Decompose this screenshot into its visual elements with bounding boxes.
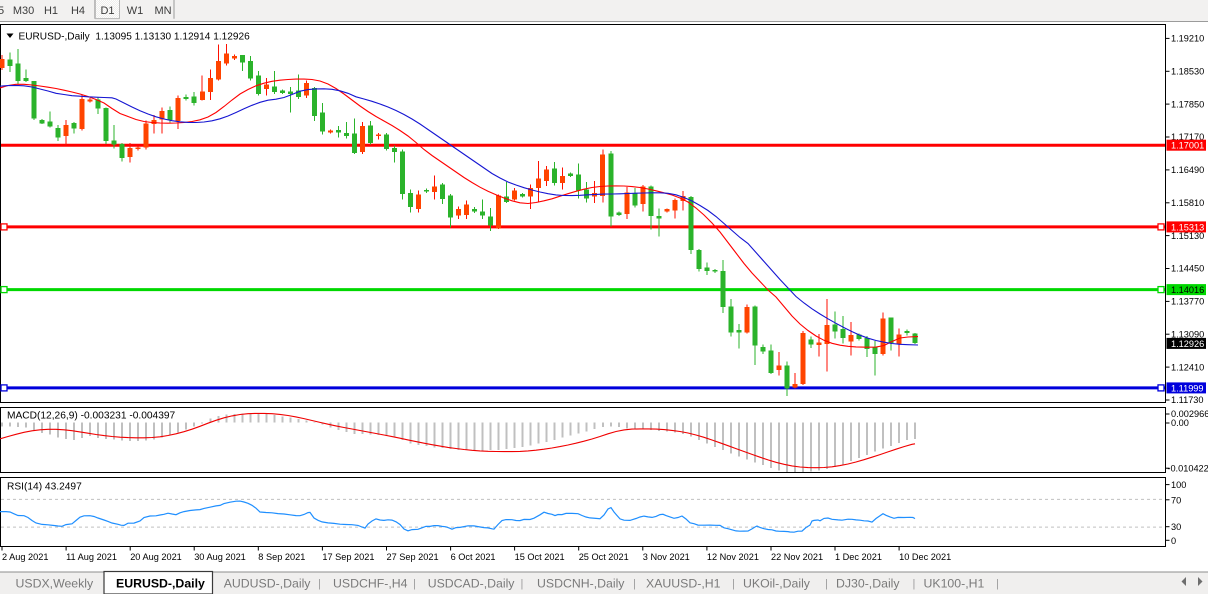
svg-text:30 Aug 2021: 30 Aug 2021 <box>194 552 246 562</box>
svg-text:1.14016: 1.14016 <box>1171 285 1204 295</box>
svg-text:-0.010422: -0.010422 <box>1167 463 1208 473</box>
svg-text:30: 30 <box>1171 522 1181 532</box>
svg-text:|: | <box>732 578 735 590</box>
svg-text:1.15313: 1.15313 <box>1171 222 1204 232</box>
svg-text:1.17850: 1.17850 <box>1171 99 1204 109</box>
svg-text:5: 5 <box>0 5 4 17</box>
svg-text:17 Sep 2021: 17 Sep 2021 <box>322 552 374 562</box>
svg-text:|: | <box>521 578 524 590</box>
svg-text:UK100-,H1: UK100-,H1 <box>924 577 985 591</box>
svg-text:AUDUSD-,Daily: AUDUSD-,Daily <box>224 577 312 591</box>
svg-text:H1: H1 <box>44 5 58 17</box>
svg-text:1.17001: 1.17001 <box>1171 141 1204 151</box>
svg-text:MACD(12,26,9) -0.003231 -0.004: MACD(12,26,9) -0.003231 -0.004397 <box>7 410 176 421</box>
svg-text:UKOil-,Daily: UKOil-,Daily <box>743 577 811 591</box>
svg-text:2 Aug 2021: 2 Aug 2021 <box>2 552 49 562</box>
svg-text:EURUSD-,Daily 1.13095 1.13130: EURUSD-,Daily 1.13095 1.13130 1.12914 1.… <box>19 32 251 43</box>
svg-text:DJ30-,Daily: DJ30-,Daily <box>836 577 900 591</box>
svg-text:100: 100 <box>1171 480 1186 490</box>
svg-text:USDCAD-,Daily: USDCAD-,Daily <box>428 577 516 591</box>
svg-text:|: | <box>318 578 321 590</box>
svg-text:|: | <box>633 578 636 590</box>
svg-text:27 Sep 2021: 27 Sep 2021 <box>387 552 439 562</box>
svg-text:1.13770: 1.13770 <box>1171 297 1204 307</box>
svg-text:1.13090: 1.13090 <box>1171 329 1204 339</box>
svg-text:20 Aug 2021: 20 Aug 2021 <box>130 552 182 562</box>
svg-text:8 Sep 2021: 8 Sep 2021 <box>258 552 305 562</box>
svg-text:1.16490: 1.16490 <box>1171 165 1204 175</box>
svg-text:70: 70 <box>1171 495 1181 505</box>
svg-text:11 Aug 2021: 11 Aug 2021 <box>66 552 117 562</box>
svg-text:0: 0 <box>1171 536 1176 546</box>
svg-text:D1: D1 <box>100 5 114 17</box>
svg-text:USDCHF-,H4: USDCHF-,H4 <box>333 577 408 591</box>
svg-text:|: | <box>825 578 828 590</box>
svg-text:0.002966: 0.002966 <box>1171 409 1208 419</box>
svg-text:XAUUSD-,H1: XAUUSD-,H1 <box>646 577 721 591</box>
svg-text:|: | <box>913 578 916 590</box>
svg-text:15 Oct 2021: 15 Oct 2021 <box>515 552 565 562</box>
svg-text:6 Oct 2021: 6 Oct 2021 <box>451 552 496 562</box>
svg-text:H4: H4 <box>71 5 85 17</box>
svg-text:1.15810: 1.15810 <box>1171 198 1204 208</box>
svg-text:MN: MN <box>154 5 171 17</box>
svg-text:0.00: 0.00 <box>1171 418 1189 428</box>
svg-text:1.12410: 1.12410 <box>1171 362 1204 372</box>
svg-text:1.17170: 1.17170 <box>1171 132 1204 142</box>
svg-text:1.11999: 1.11999 <box>1171 383 1204 393</box>
svg-text:1.15130: 1.15130 <box>1171 231 1204 241</box>
svg-text:1.14450: 1.14450 <box>1171 264 1204 274</box>
svg-text:RSI(14) 43.2497: RSI(14) 43.2497 <box>7 481 82 492</box>
svg-text:|: | <box>413 578 416 590</box>
svg-text:|: | <box>996 578 999 590</box>
svg-text:1.11730: 1.11730 <box>1171 395 1204 405</box>
svg-text:USDCNH-,Daily: USDCNH-,Daily <box>537 577 625 591</box>
svg-text:1.18530: 1.18530 <box>1171 67 1204 77</box>
svg-text:USDX,Weekly: USDX,Weekly <box>16 577 95 591</box>
svg-text:1.19210: 1.19210 <box>1171 34 1204 44</box>
svg-text:25 Oct 2021: 25 Oct 2021 <box>579 552 629 562</box>
svg-text:EURUSD-,Daily: EURUSD-,Daily <box>116 577 205 591</box>
svg-text:M30: M30 <box>13 5 34 17</box>
svg-text:10 Dec 2021: 10 Dec 2021 <box>899 552 951 562</box>
svg-text:1 Dec 2021: 1 Dec 2021 <box>835 552 882 562</box>
svg-text:22 Nov 2021: 22 Nov 2021 <box>771 552 823 562</box>
svg-text:3 Nov 2021: 3 Nov 2021 <box>643 552 690 562</box>
svg-text:1.12926: 1.12926 <box>1171 339 1204 349</box>
svg-text:W1: W1 <box>127 5 144 17</box>
svg-text:12 Nov 2021: 12 Nov 2021 <box>707 552 759 562</box>
